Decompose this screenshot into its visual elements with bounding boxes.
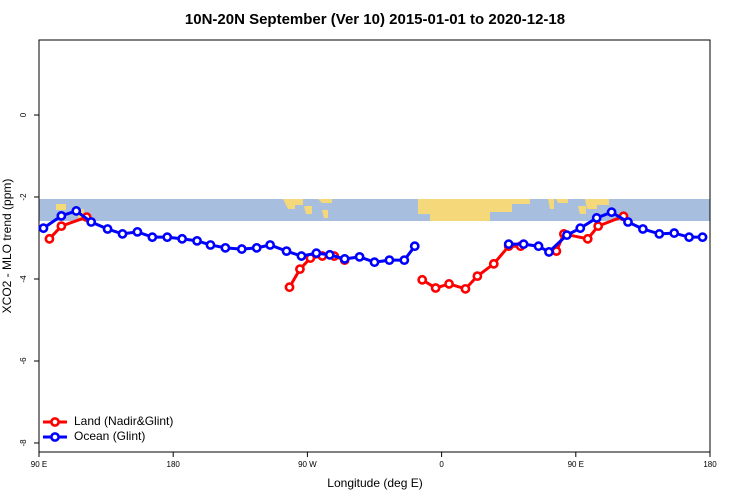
- data-point: [593, 221, 604, 232]
- data-point: [265, 240, 276, 250]
- data-point: [460, 283, 471, 294]
- data-point: [430, 283, 441, 293]
- plot-frame: [38, 39, 711, 453]
- data-point: [684, 232, 695, 243]
- data-point: [369, 257, 380, 268]
- data-point: [472, 271, 483, 282]
- data-point: [284, 282, 295, 293]
- data-point: [147, 232, 158, 243]
- data-point: [281, 246, 292, 257]
- x-tick-label: 180: [167, 460, 181, 469]
- y-axis-label: XCO2 - MLO trend (ppm): [0, 179, 14, 314]
- y-tick-label: -2: [19, 193, 28, 201]
- data-point: [533, 241, 544, 252]
- data-point: [697, 232, 708, 243]
- legend-label: Land (Nadir&Glint): [74, 414, 173, 428]
- map-strip: [39, 199, 710, 221]
- data-point: [339, 254, 350, 264]
- data-point: [488, 258, 499, 269]
- x-tick-label: 90 W: [298, 460, 317, 469]
- y-tick-label: -6: [19, 357, 28, 365]
- data-point: [311, 248, 322, 259]
- data-point: [71, 206, 82, 216]
- data-point: [205, 240, 216, 250]
- data-point: [38, 223, 49, 234]
- data-point: [56, 221, 67, 232]
- data-point: [56, 210, 67, 221]
- data-point: [399, 255, 410, 266]
- data-point: [582, 233, 593, 244]
- data-point: [444, 279, 454, 289]
- data-point: [132, 226, 143, 237]
- data-point: [177, 233, 188, 244]
- x-axis-label: Longitude (deg E): [327, 476, 422, 490]
- legend-marker: [50, 432, 60, 442]
- data-point: [220, 242, 231, 253]
- data-point: [324, 249, 335, 260]
- data-point: [295, 264, 305, 275]
- data-point: [417, 274, 428, 285]
- data-point: [561, 230, 572, 241]
- data-point: [251, 242, 262, 253]
- data-point: [544, 247, 554, 257]
- x-tick-label: 90 E: [568, 460, 584, 469]
- data-point: [86, 217, 97, 227]
- data-point: [102, 224, 113, 234]
- y-tick-label: 0: [19, 112, 28, 117]
- x-tick-label: 90 E: [31, 460, 47, 469]
- data-point: [162, 232, 173, 243]
- data-point: [296, 251, 307, 261]
- data-point: [192, 235, 202, 246]
- data-point: [354, 251, 365, 262]
- data-point: [117, 229, 128, 239]
- legend-label: Ocean (Glint): [74, 429, 145, 443]
- y-tick-label: -4: [19, 275, 28, 283]
- x-tick-label: 180: [703, 460, 717, 469]
- data-point: [669, 228, 680, 238]
- data-point: [591, 213, 602, 223]
- data-point: [409, 241, 420, 252]
- data-point: [623, 217, 633, 227]
- y-tick-label: -8: [19, 439, 28, 447]
- data-point: [575, 223, 586, 234]
- chart-title: 10N-20N September (Ver 10) 2015-01-01 to…: [185, 11, 565, 28]
- data-point: [384, 255, 395, 266]
- data-point: [638, 224, 648, 234]
- data-point: [503, 239, 514, 250]
- data-point: [654, 229, 665, 239]
- data-point: [518, 239, 529, 250]
- data-point: [606, 207, 617, 218]
- data-point: [44, 233, 55, 244]
- legend-marker: [50, 417, 60, 427]
- data-point: [236, 244, 247, 254]
- x-tick-label: 0: [439, 460, 444, 469]
